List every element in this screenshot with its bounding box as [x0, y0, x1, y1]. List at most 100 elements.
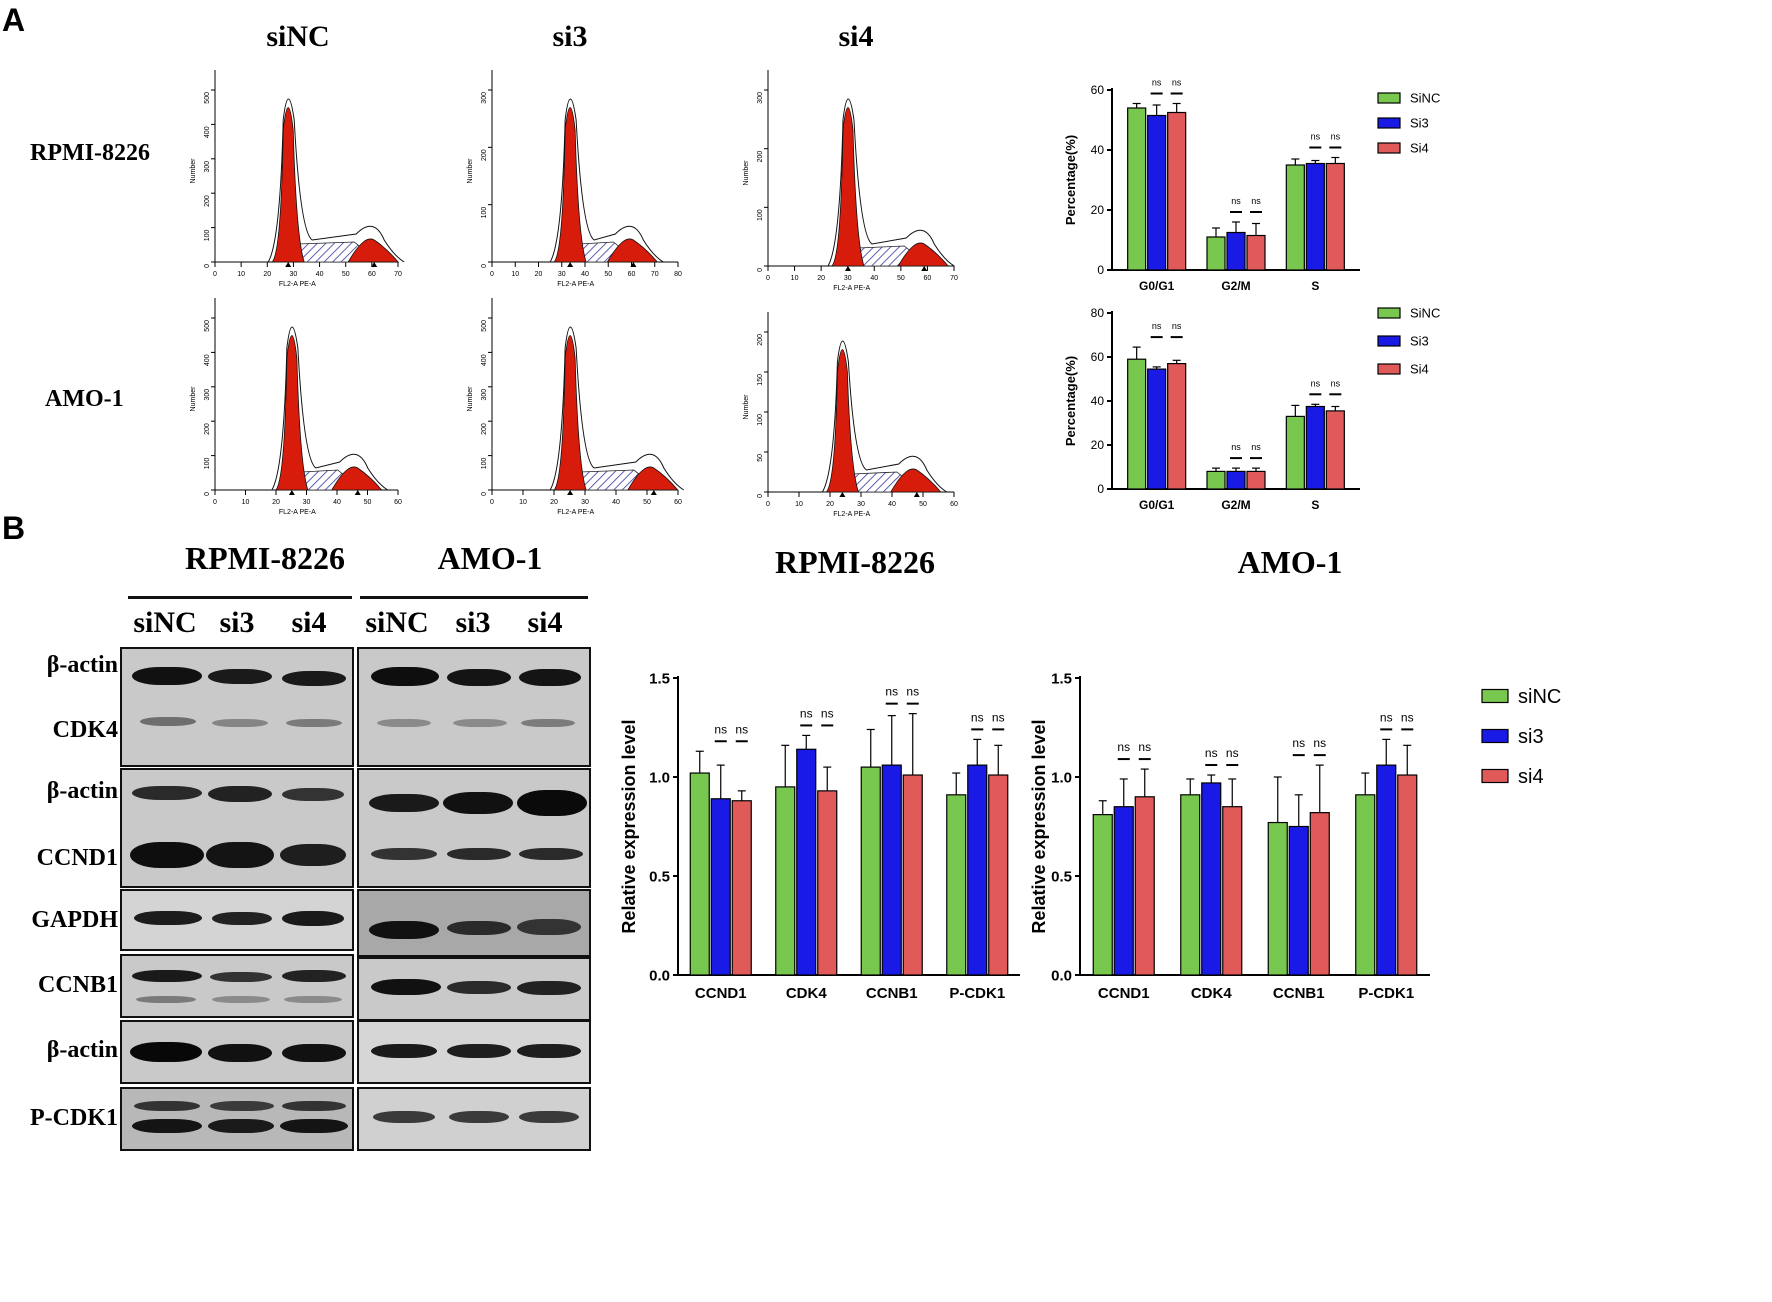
- x-tick-label: CCNB1: [1273, 985, 1325, 1002]
- flow-marker: [844, 266, 851, 271]
- blot-rpmi-bactin: [120, 1020, 354, 1084]
- flow-y-tick-label: 300: [757, 92, 764, 104]
- legend-label-si3: si3: [1518, 726, 1544, 748]
- flow-x-tick-label: 0: [490, 499, 494, 506]
- bar-si4: [1167, 111, 1187, 271]
- bar-si3: [1226, 231, 1246, 271]
- flow-x-tick-label: 70: [950, 275, 958, 282]
- bar-sinc: [1127, 358, 1147, 490]
- flow-g2-peak: [331, 466, 383, 491]
- bar-si3: [1305, 162, 1325, 271]
- legend-swatch-si4: [1377, 142, 1401, 154]
- y-tick-label: 0: [1097, 482, 1104, 496]
- flow-x-tick-label: 10: [519, 499, 527, 506]
- flow-g2-peak: [347, 238, 400, 263]
- legend-label-sinc: SiNC: [1410, 306, 1440, 321]
- flow-y-tick-label: 500: [204, 320, 211, 332]
- wb-group-rpmi: RPMI-8226: [185, 540, 345, 576]
- blot-rpmi-ccnd1: [120, 768, 354, 888]
- flow-y-axis-label: Number: [190, 386, 197, 412]
- y-tick-label: 20: [1091, 438, 1105, 452]
- flow-x-tick-label: 40: [581, 271, 589, 278]
- flow-g1-peak: [825, 349, 859, 493]
- bar-si4: [1325, 162, 1345, 271]
- blot-amo-pcdk1: [357, 1087, 591, 1151]
- flow-x-tick-label: 40: [316, 271, 324, 278]
- blot-rpmi-ccnb1: [120, 954, 354, 1018]
- x-tick-label: S: [1311, 498, 1319, 512]
- y-tick-label: 1.5: [649, 670, 670, 687]
- y-axis-label: Percentage(%): [1063, 356, 1078, 446]
- flow-x-axis-label: FL2-A PE-A: [833, 285, 870, 292]
- flow-marker: [371, 262, 378, 267]
- flow-x-tick-label: 70: [651, 271, 659, 278]
- flow-g1-peak: [271, 107, 305, 263]
- y-tick-label: 0.0: [1051, 967, 1072, 984]
- bar-sinc: [1127, 107, 1147, 271]
- flow-x-tick-label: 50: [342, 271, 350, 278]
- lane-rpmi-sinc: siNC: [133, 606, 197, 639]
- blot-amo-gapdh: [357, 889, 591, 957]
- flow-x-tick-label: 30: [857, 501, 865, 508]
- legend-label-sinc: siNC: [1518, 686, 1561, 708]
- y-axis-label: Percentage(%): [1063, 135, 1078, 225]
- ns-label: ns: [735, 722, 748, 736]
- flow-y-tick-label: 100: [481, 207, 488, 219]
- lane-rpmi-si4: si4: [291, 606, 327, 639]
- flow-y-tick-label: 200: [204, 423, 211, 435]
- flow-g2-peak: [606, 238, 659, 263]
- legend-swatch-si4: [1481, 768, 1509, 784]
- expr-title-rpmi: RPMI-8226: [775, 544, 935, 580]
- ns-label: ns: [1251, 196, 1261, 206]
- flow-y-tick-label: 200: [481, 423, 488, 435]
- flow-y-tick-label: 200: [481, 149, 488, 161]
- y-tick-label: 40: [1091, 143, 1105, 157]
- y-tick-label: 0.5: [649, 868, 670, 885]
- y-tick-label: 20: [1091, 203, 1105, 217]
- flow-y-tick-label: 0: [204, 492, 211, 496]
- flow-x-tick-label: 30: [581, 499, 589, 506]
- flow-x-tick-label: 60: [368, 271, 376, 278]
- flow-marker: [913, 492, 920, 497]
- x-tick-label: G2/M: [1221, 498, 1250, 512]
- y-tick-label: 0: [1097, 263, 1104, 277]
- ns-label: ns: [1172, 78, 1182, 88]
- bar-si3: [967, 764, 988, 976]
- flow-x-tick-label: 50: [364, 499, 372, 506]
- y-tick-label: 60: [1091, 83, 1105, 97]
- flow-x-tick-label: 60: [950, 501, 958, 508]
- flow-y-tick-label: 100: [204, 458, 211, 470]
- ns-label: ns: [1251, 442, 1261, 452]
- blot-label-pcdk1: P-CDK1: [30, 1105, 118, 1131]
- flow-x-axis-label: FL2-A PE-A: [833, 511, 870, 518]
- blot-amo-ccnd1: [357, 768, 591, 888]
- flow-marker: [650, 490, 657, 495]
- bar-si3: [1147, 368, 1167, 490]
- flow-col-si3: si3: [552, 20, 588, 53]
- x-tick-label: CCNB1: [866, 985, 918, 1002]
- flow-x-tick-label: 20: [550, 499, 558, 506]
- flow-x-tick-label: 50: [604, 271, 612, 278]
- bar-si4: [902, 774, 923, 976]
- y-tick-label: 80: [1091, 306, 1105, 320]
- flow-y-tick-label: 500: [481, 320, 488, 332]
- bar-sinc: [1180, 794, 1201, 976]
- flow-y-axis-label: Number: [743, 160, 750, 186]
- flow-x-tick-label: 20: [817, 275, 825, 282]
- bar-sinc: [1206, 236, 1226, 271]
- flow-plot: 0 10 20 30 40 50 60 0 100 200 300 400 500 Number FL2-A…: [190, 298, 402, 516]
- bar-si4: [1134, 796, 1155, 976]
- wb-underline-rpmi: [128, 596, 352, 599]
- flow-marker: [839, 492, 846, 497]
- flow-envelope: [549, 98, 664, 263]
- flow-plot: 0 10 20 30 40 50 60 0 100 200 300 400 500 Number FL2-A…: [467, 298, 685, 516]
- flow-x-tick-label: 0: [490, 271, 494, 278]
- x-tick-label: G2/M: [1221, 279, 1250, 293]
- panel-letter-b: B: [2, 510, 26, 546]
- flow-y-tick-label: 0: [757, 268, 764, 272]
- blot-label-ccnb1: CCNB1: [37, 972, 118, 998]
- flow-x-tick-label: 60: [924, 275, 932, 282]
- flow-y-tick-label: 300: [481, 389, 488, 401]
- ns-label: ns: [1205, 746, 1218, 760]
